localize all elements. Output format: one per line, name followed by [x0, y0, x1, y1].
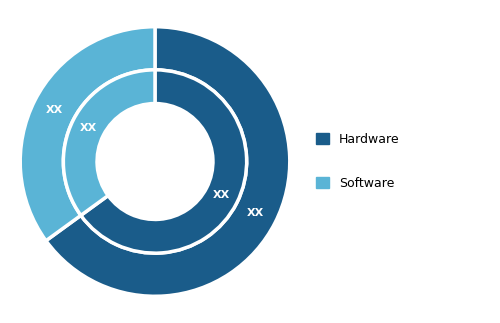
Wedge shape: [46, 27, 290, 296]
Text: XX: XX: [80, 122, 97, 132]
Wedge shape: [64, 70, 155, 215]
Wedge shape: [20, 27, 155, 241]
Text: XX: XX: [213, 191, 230, 201]
Legend: Hardware, Software: Hardware, Software: [316, 133, 400, 190]
Text: XX: XX: [46, 105, 62, 115]
Text: XX: XX: [248, 208, 264, 218]
Wedge shape: [81, 70, 246, 253]
